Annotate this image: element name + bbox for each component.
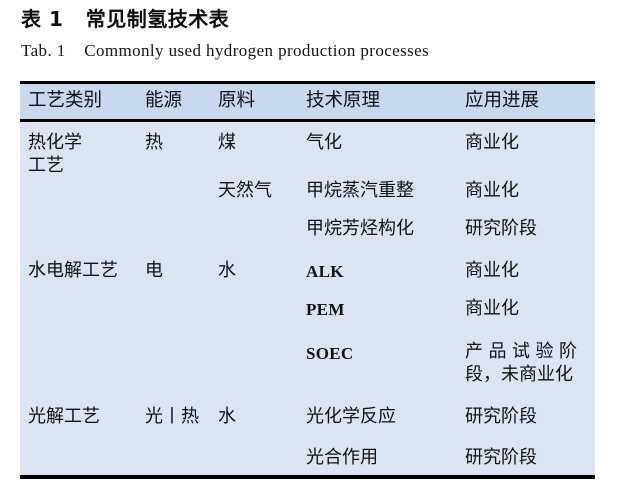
- cell-feedstock-natural-gas: 天然气: [218, 180, 272, 200]
- cell-principle-alk: ALK: [306, 262, 344, 281]
- table-header-band: [20, 84, 595, 120]
- table-body-band: [20, 122, 595, 475]
- table-caption-english: Tab. 1 Commonly used hydrogen production…: [21, 41, 430, 60]
- column-header-energy: 能源: [145, 91, 183, 111]
- cell-progress-product-trial: 产品试验阶 段，未商业化: [465, 340, 577, 386]
- cell-progress-research-2: 研究阶段: [465, 406, 537, 426]
- cell-principle-soec: SOEC: [306, 344, 354, 363]
- cell-progress-research-1: 研究阶段: [465, 218, 537, 238]
- column-header-process-type: 工艺类别: [28, 91, 103, 111]
- cell-progress-commercialized-1: 商业化: [465, 132, 519, 152]
- cell-principle-photochemical-reaction: 光化学反应: [306, 406, 396, 426]
- hydrogen-production-table: 工艺类别 能源 原料 技术原理 应用进展 热化学 工艺 热 煤 气化 商业化 天…: [20, 81, 595, 481]
- cell-progress-research-3: 研究阶段: [465, 447, 537, 467]
- cell-feedstock-water-1: 水: [218, 260, 236, 280]
- column-header-feedstock: 原料: [218, 91, 256, 111]
- cell-energy-electricity: 电: [145, 260, 163, 280]
- cell-progress-product-trial-line1: 产品试验阶: [465, 341, 577, 361]
- column-header-progress: 应用进展: [465, 91, 540, 111]
- cell-principle-gasification: 气化: [306, 132, 342, 152]
- column-header-principle: 技术原理: [306, 91, 381, 111]
- cell-process-type-water-electrolysis: 水电解工艺: [28, 260, 118, 280]
- cell-principle-pem: PEM: [306, 300, 345, 319]
- cell-energy-light-heat: 光丨热: [145, 406, 199, 426]
- cell-principle-steam-methane-reforming: 甲烷蒸汽重整: [306, 180, 414, 200]
- cell-progress-commercialized-3: 商业化: [465, 260, 519, 280]
- table-bottom-rule: [20, 475, 595, 479]
- cell-process-type-photolysis: 光解工艺: [28, 406, 100, 426]
- table-header-rule: [20, 119, 595, 122]
- cell-feedstock-water-2: 水: [218, 406, 236, 426]
- table-caption-chinese: 表 1 常见制氢技术表: [21, 7, 230, 31]
- cell-progress-commercialized-2: 商业化: [465, 180, 519, 200]
- cell-principle-photosynthesis: 光合作用: [306, 447, 378, 467]
- cell-progress-commercialized-4: 商业化: [465, 298, 519, 318]
- cell-principle-methane-aromatization: 甲烷芳烃构化: [306, 218, 414, 238]
- cell-progress-product-trial-line2: 段，未商业化: [465, 364, 573, 384]
- table-top-rule: [20, 81, 595, 85]
- cell-feedstock-coal: 煤: [218, 132, 236, 152]
- cell-process-type-thermochemical: 热化学 工艺: [28, 132, 82, 175]
- cell-energy-heat: 热: [145, 132, 163, 152]
